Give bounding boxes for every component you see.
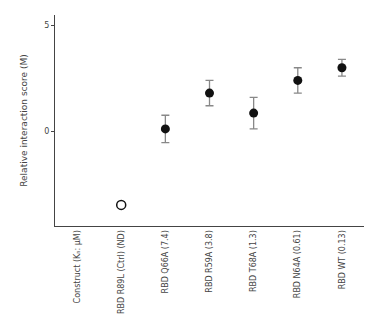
svg-text:Relative interaction score (M): Relative interaction score (M): [19, 54, 29, 187]
svg-text:RBD Q66A (7.4): RBD Q66A (7.4): [161, 230, 170, 293]
svg-text:RBD R89L (Ctrl) (ND): RBD R89L (Ctrl) (ND): [117, 230, 126, 314]
svg-text:0: 0: [44, 127, 49, 136]
svg-text:RBD T68A (1.3): RBD T68A (1.3): [249, 230, 258, 292]
svg-text:5: 5: [44, 21, 49, 30]
svg-text:Construct (Kₙ: μM): Construct (Kₙ: μM): [73, 230, 82, 303]
svg-text:RBD R59A (3.8): RBD R59A (3.8): [205, 230, 214, 292]
svg-text:RBD N64A (0.61): RBD N64A (0.61): [293, 230, 302, 298]
svg-text:RBD WT (0.13): RBD WT (0.13): [338, 230, 347, 289]
